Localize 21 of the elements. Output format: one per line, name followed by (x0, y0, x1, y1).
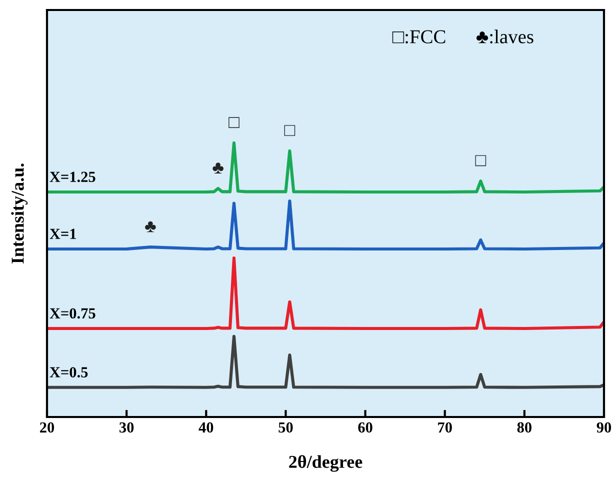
annotation: □ (284, 125, 296, 136)
x-axis-title: 2θ/degree (289, 455, 362, 472)
x-tick-label: 40 (198, 422, 214, 433)
series-label: X=0.75 (50, 308, 96, 319)
x-tick-label: 30 (120, 422, 134, 433)
annotation: ♣ (212, 162, 224, 174)
annotation: □ (228, 117, 240, 128)
x-tick-label: 50 (278, 422, 293, 433)
x-tick-label: 90 (596, 422, 612, 433)
text: ♣:laves (476, 30, 534, 44)
x-tick-label: 20 (40, 422, 54, 433)
series-label: X=1 (50, 228, 76, 239)
annotation: □ (475, 155, 486, 166)
series-label: X=1.25 (50, 172, 96, 182)
annotation: ♣ (145, 221, 156, 232)
series-label: X=0.5 (50, 367, 88, 378)
x-tick-label: 80 (517, 422, 532, 433)
text: □:FCC (392, 30, 446, 44)
x-tick-label: 60 (358, 422, 372, 433)
y-axis-title: Intensity/a.u. (11, 164, 28, 264)
x-tick-label: 70 (438, 422, 452, 433)
